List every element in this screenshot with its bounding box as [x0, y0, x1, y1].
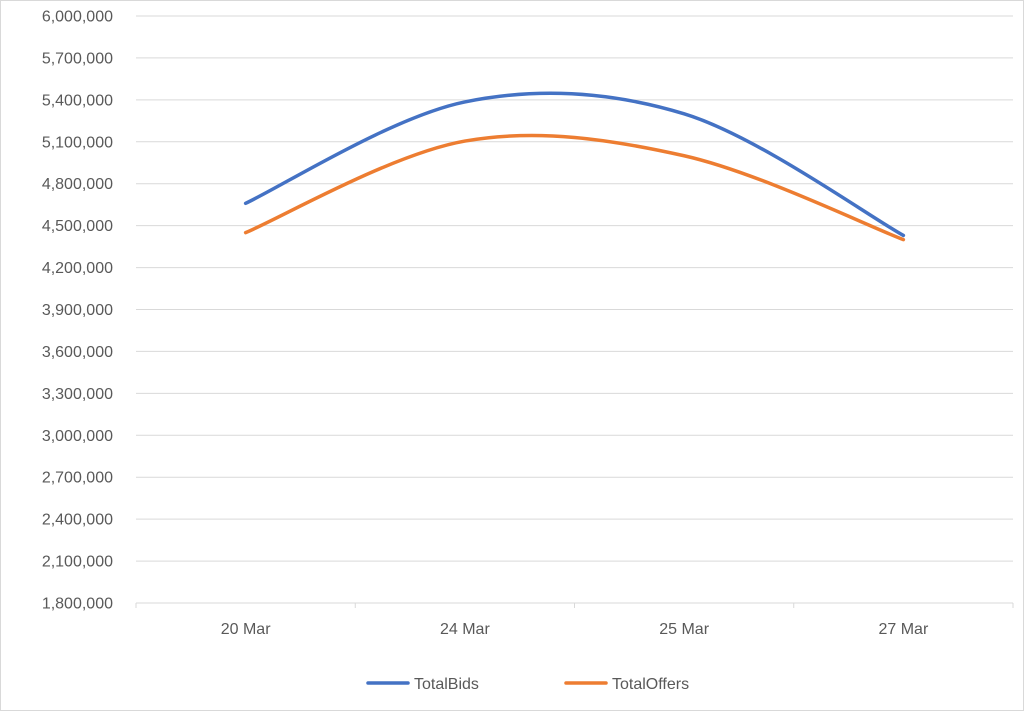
series-line-totalbids: [243, 91, 906, 238]
series-line-totaloffers: [243, 133, 906, 242]
legend-label: TotalOffers: [612, 676, 689, 693]
x-tick-label: 24 Mar: [440, 621, 490, 638]
y-tick-label: 5,100,000: [42, 134, 113, 151]
y-tick-label: 3,000,000: [42, 428, 113, 445]
legend-label: TotalBids: [414, 676, 479, 693]
y-tick-label: 5,400,000: [42, 92, 113, 109]
y-tick-label: 2,700,000: [42, 470, 113, 487]
y-tick-label: 2,400,000: [42, 512, 113, 529]
x-axis: [135, 602, 1014, 608]
y-tick-label: 3,300,000: [42, 386, 113, 403]
series-lines: [243, 91, 906, 242]
y-tick-label: 3,600,000: [42, 344, 113, 361]
x-axis-tick-labels: 20 Mar 24 Mar 25 Mar 27 Mar: [221, 621, 929, 638]
y-axis-tick-labels: 1,800,000 2,100,000 2,400,000 2,700,000 3,00…: [42, 9, 113, 613]
x-tick-label: 27 Mar: [878, 621, 928, 638]
y-tick-label: 3,900,000: [42, 302, 113, 319]
y-tick-label: 4,500,000: [42, 218, 113, 235]
y-tick-label: 2,100,000: [42, 554, 113, 571]
y-tick-label: 4,200,000: [42, 260, 113, 277]
y-tick-label: 4,800,000: [42, 176, 113, 193]
legend: TotalBids TotalOffers: [366, 676, 689, 693]
gridlines: [136, 15, 1013, 604]
x-tick-label: 25 Mar: [659, 621, 709, 638]
x-tick-label: 20 Mar: [221, 621, 271, 638]
y-tick-label: 5,700,000: [42, 50, 113, 67]
y-tick-label: 1,800,000: [42, 596, 113, 613]
y-tick-label: 6,000,000: [42, 9, 113, 26]
